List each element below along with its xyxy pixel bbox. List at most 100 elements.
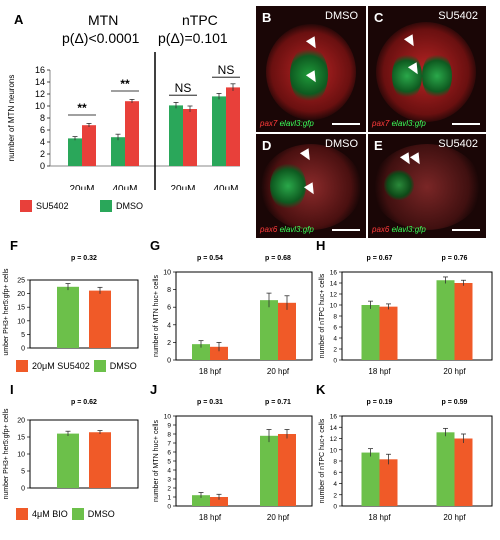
bar bbox=[260, 435, 278, 506]
caption-red: pax6 bbox=[372, 225, 390, 234]
bar bbox=[192, 495, 210, 506]
y-tick-label: 8 bbox=[333, 314, 337, 321]
y-tick-label: 16 bbox=[330, 270, 338, 277]
micrograph-b-title: DMSO bbox=[325, 10, 358, 22]
y-tick-label: 6 bbox=[167, 305, 171, 312]
x-tick-label: 20uM bbox=[170, 184, 195, 190]
legend-swatch-green bbox=[100, 200, 112, 212]
p-value-label: p = 0.32 bbox=[71, 255, 97, 262]
y-tick-label: 0 bbox=[40, 161, 45, 171]
y-tick-label: 6 bbox=[333, 325, 337, 332]
significance-label: NS bbox=[218, 63, 235, 77]
panel-a-p-ntpc: p(Δ)=0.101 bbox=[158, 30, 228, 46]
y-axis-label: number of MTN huc+ cells bbox=[153, 420, 160, 502]
y-axis-label: number of MTN huc+ cells bbox=[153, 275, 160, 357]
bar bbox=[125, 101, 139, 166]
y-tick-label: 2 bbox=[333, 492, 337, 499]
panel-h-chart: 0 2 4 6 8 10 12 14 16 number of nTPC huc+ cells 18… bbox=[319, 255, 493, 376]
significance-label: ** bbox=[77, 101, 87, 115]
x-tick-label: 18 hpf bbox=[199, 367, 222, 376]
significance-label: NS bbox=[175, 81, 192, 95]
panel-label-f: F bbox=[10, 238, 18, 253]
legend-label-su5402: 20μM SU5402 bbox=[32, 361, 90, 371]
caption-green: elavl3:gfp bbox=[391, 225, 426, 234]
y-tick-label: 14 bbox=[330, 425, 338, 432]
y-tick-label: 4 bbox=[167, 322, 171, 329]
y-tick-label: 10 bbox=[330, 303, 338, 310]
y-tick-label: 25 bbox=[17, 278, 25, 285]
panel-a-legend-dmso: DMSO bbox=[100, 200, 143, 212]
panel-a-p-mtn: p(Δ)<0.0001 bbox=[62, 30, 140, 46]
bar bbox=[379, 459, 398, 506]
x-tick-label: 18 hpf bbox=[368, 513, 391, 522]
caption-green: elavl3:gfp bbox=[391, 119, 426, 128]
y-tick-label: 4 bbox=[167, 468, 171, 475]
x-tick-label: 20 hpf bbox=[443, 367, 466, 376]
plot-frame bbox=[29, 419, 139, 489]
bar bbox=[278, 434, 296, 506]
y-tick-label: 20 bbox=[17, 291, 25, 298]
legend-swatch-green bbox=[93, 360, 106, 372]
y-tick-label: 2 bbox=[333, 347, 337, 354]
y-tick-label: 16 bbox=[330, 414, 338, 421]
bar bbox=[57, 433, 79, 488]
plot-frame bbox=[175, 271, 313, 361]
y-tick-label: 10 bbox=[163, 270, 171, 277]
panel-a-title-mtn: MTN bbox=[88, 12, 119, 28]
micrograph-c-title: SU5402 bbox=[438, 10, 478, 22]
p-value-label: p = 0.54 bbox=[197, 255, 223, 262]
y-tick-label: 14 bbox=[330, 281, 338, 288]
y-tick-label: 0 bbox=[21, 486, 25, 493]
p-value-label: p = 0.59 bbox=[442, 399, 468, 406]
y-tick-label: 7 bbox=[167, 441, 171, 448]
y-tick-label: 6 bbox=[333, 470, 337, 477]
y-tick-label: 1 bbox=[167, 495, 171, 502]
caption-red: pax7 bbox=[260, 119, 278, 128]
p-value-label: p = 0.71 bbox=[265, 399, 291, 406]
y-tick-label: 6 bbox=[40, 125, 45, 135]
panel-f-legend: 20μM SU5402 DMSO bbox=[16, 360, 137, 372]
y-tick-label: 8 bbox=[40, 113, 45, 123]
y-tick-label: 0 bbox=[21, 346, 25, 353]
legend-swatch-green bbox=[71, 508, 84, 520]
y-tick-label: 2 bbox=[40, 149, 45, 159]
p-value-label: p = 0.31 bbox=[197, 399, 223, 406]
legend-swatch-red bbox=[16, 360, 28, 372]
y-tick-label: 2 bbox=[167, 486, 171, 493]
y-tick-label: 5 bbox=[21, 332, 25, 339]
y-tick-label: 8 bbox=[333, 459, 337, 466]
caption-green: elavl3:gfp bbox=[279, 119, 314, 128]
y-tick-label: 10 bbox=[330, 447, 338, 454]
y-tick-label: 4 bbox=[333, 481, 337, 488]
y-tick-label: 6 bbox=[167, 450, 171, 457]
y-axis-label: number of nTPC huc+ cells bbox=[319, 418, 326, 503]
y-tick-label: 5 bbox=[21, 469, 25, 476]
y-tick-label: 9 bbox=[167, 423, 171, 430]
bar bbox=[210, 346, 228, 360]
plot-frame bbox=[29, 279, 139, 349]
y-tick-label: 12 bbox=[330, 292, 338, 299]
y-tick-label: 8 bbox=[167, 432, 171, 439]
y-tick-label: 0 bbox=[167, 504, 171, 511]
bar bbox=[192, 344, 210, 360]
bar bbox=[82, 125, 96, 166]
y-tick-label: 4 bbox=[40, 137, 45, 147]
micrograph-b: B DMSO pax7 elavl3:gfp bbox=[256, 6, 366, 132]
panel-label-c: C bbox=[374, 10, 384, 25]
legend-label-dmso: DMSO bbox=[116, 201, 143, 211]
y-tick-label: 2 bbox=[167, 340, 171, 347]
bar bbox=[278, 302, 296, 360]
y-axis-label: number PH3+ her5:gfp+ cells bbox=[3, 408, 10, 500]
y-tick-label: 3 bbox=[167, 477, 171, 484]
y-tick-label: 10 bbox=[17, 318, 25, 325]
panel-k-chart: 0 2 4 6 8 10 12 14 16 number of nTPC huc+ cells 18… bbox=[319, 399, 493, 522]
scale-bar bbox=[332, 123, 360, 125]
panel-label-d: D bbox=[262, 138, 272, 153]
y-axis-label: number of MTN neurons bbox=[7, 75, 16, 162]
caption-red: pax7 bbox=[372, 119, 390, 128]
x-tick-label: 20 hpf bbox=[267, 513, 290, 522]
legend-swatch-red bbox=[20, 200, 32, 212]
y-tick-label: 10 bbox=[35, 101, 45, 111]
panel-i-legend: 4μM BIO DMSO bbox=[16, 508, 115, 520]
micrograph-e: E SU5402 pax6 elavl3:gfp bbox=[368, 134, 486, 238]
